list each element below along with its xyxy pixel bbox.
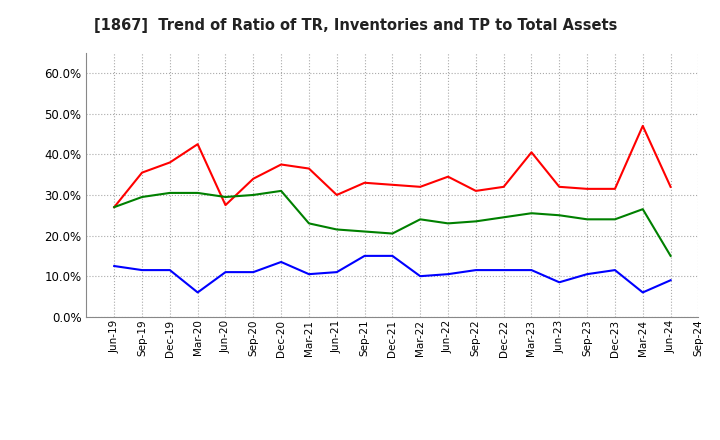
Trade Payables (582, 216, 591, 222)
Trade Receivables (138, 170, 146, 175)
Trade Receivables (527, 150, 536, 155)
Line: Inventories: Inventories (114, 256, 670, 293)
Trade Payables (472, 219, 480, 224)
Inventories (221, 269, 230, 275)
Trade Receivables (360, 180, 369, 185)
Inventories (444, 271, 452, 277)
Trade Receivables (611, 186, 619, 191)
Trade Payables (611, 216, 619, 222)
Trade Receivables (666, 184, 675, 190)
Inventories (500, 268, 508, 273)
Trade Receivables (333, 192, 341, 198)
Trade Payables (138, 194, 146, 200)
Trade Payables (527, 211, 536, 216)
Inventories (249, 269, 258, 275)
Trade Payables (416, 216, 425, 222)
Trade Payables (639, 206, 647, 212)
Trade Payables (110, 205, 119, 210)
Inventories (138, 268, 146, 273)
Trade Receivables (416, 184, 425, 190)
Inventories (110, 264, 119, 269)
Trade Payables (360, 229, 369, 234)
Trade Receivables (221, 202, 230, 208)
Inventories (527, 268, 536, 273)
Trade Receivables (194, 142, 202, 147)
Trade Receivables (249, 176, 258, 181)
Trade Payables (166, 190, 174, 195)
Text: [1867]  Trend of Ratio of TR, Inventories and TP to Total Assets: [1867] Trend of Ratio of TR, Inventories… (94, 18, 617, 33)
Trade Receivables (639, 123, 647, 128)
Trade Payables (666, 253, 675, 259)
Inventories (582, 271, 591, 277)
Trade Payables (276, 188, 285, 194)
Trade Receivables (110, 205, 119, 210)
Trade Receivables (305, 166, 313, 171)
Inventories (333, 269, 341, 275)
Line: Trade Payables: Trade Payables (114, 191, 670, 256)
Inventories (666, 278, 675, 283)
Trade Receivables (444, 174, 452, 180)
Trade Receivables (582, 186, 591, 191)
Inventories (360, 253, 369, 259)
Trade Payables (221, 194, 230, 200)
Inventories (416, 274, 425, 279)
Inventories (472, 268, 480, 273)
Trade Receivables (166, 160, 174, 165)
Line: Trade Receivables: Trade Receivables (114, 126, 670, 207)
Trade Payables (305, 221, 313, 226)
Trade Receivables (555, 184, 564, 190)
Inventories (276, 259, 285, 264)
Trade Payables (444, 221, 452, 226)
Trade Payables (555, 213, 564, 218)
Trade Payables (500, 215, 508, 220)
Inventories (305, 271, 313, 277)
Inventories (611, 268, 619, 273)
Trade Payables (388, 231, 397, 236)
Inventories (639, 290, 647, 295)
Trade Receivables (500, 184, 508, 190)
Inventories (194, 290, 202, 295)
Trade Receivables (276, 162, 285, 167)
Trade Receivables (388, 182, 397, 187)
Inventories (166, 268, 174, 273)
Trade Payables (333, 227, 341, 232)
Trade Receivables (472, 188, 480, 194)
Inventories (388, 253, 397, 259)
Inventories (555, 280, 564, 285)
Trade Payables (249, 192, 258, 198)
Trade Payables (194, 190, 202, 195)
